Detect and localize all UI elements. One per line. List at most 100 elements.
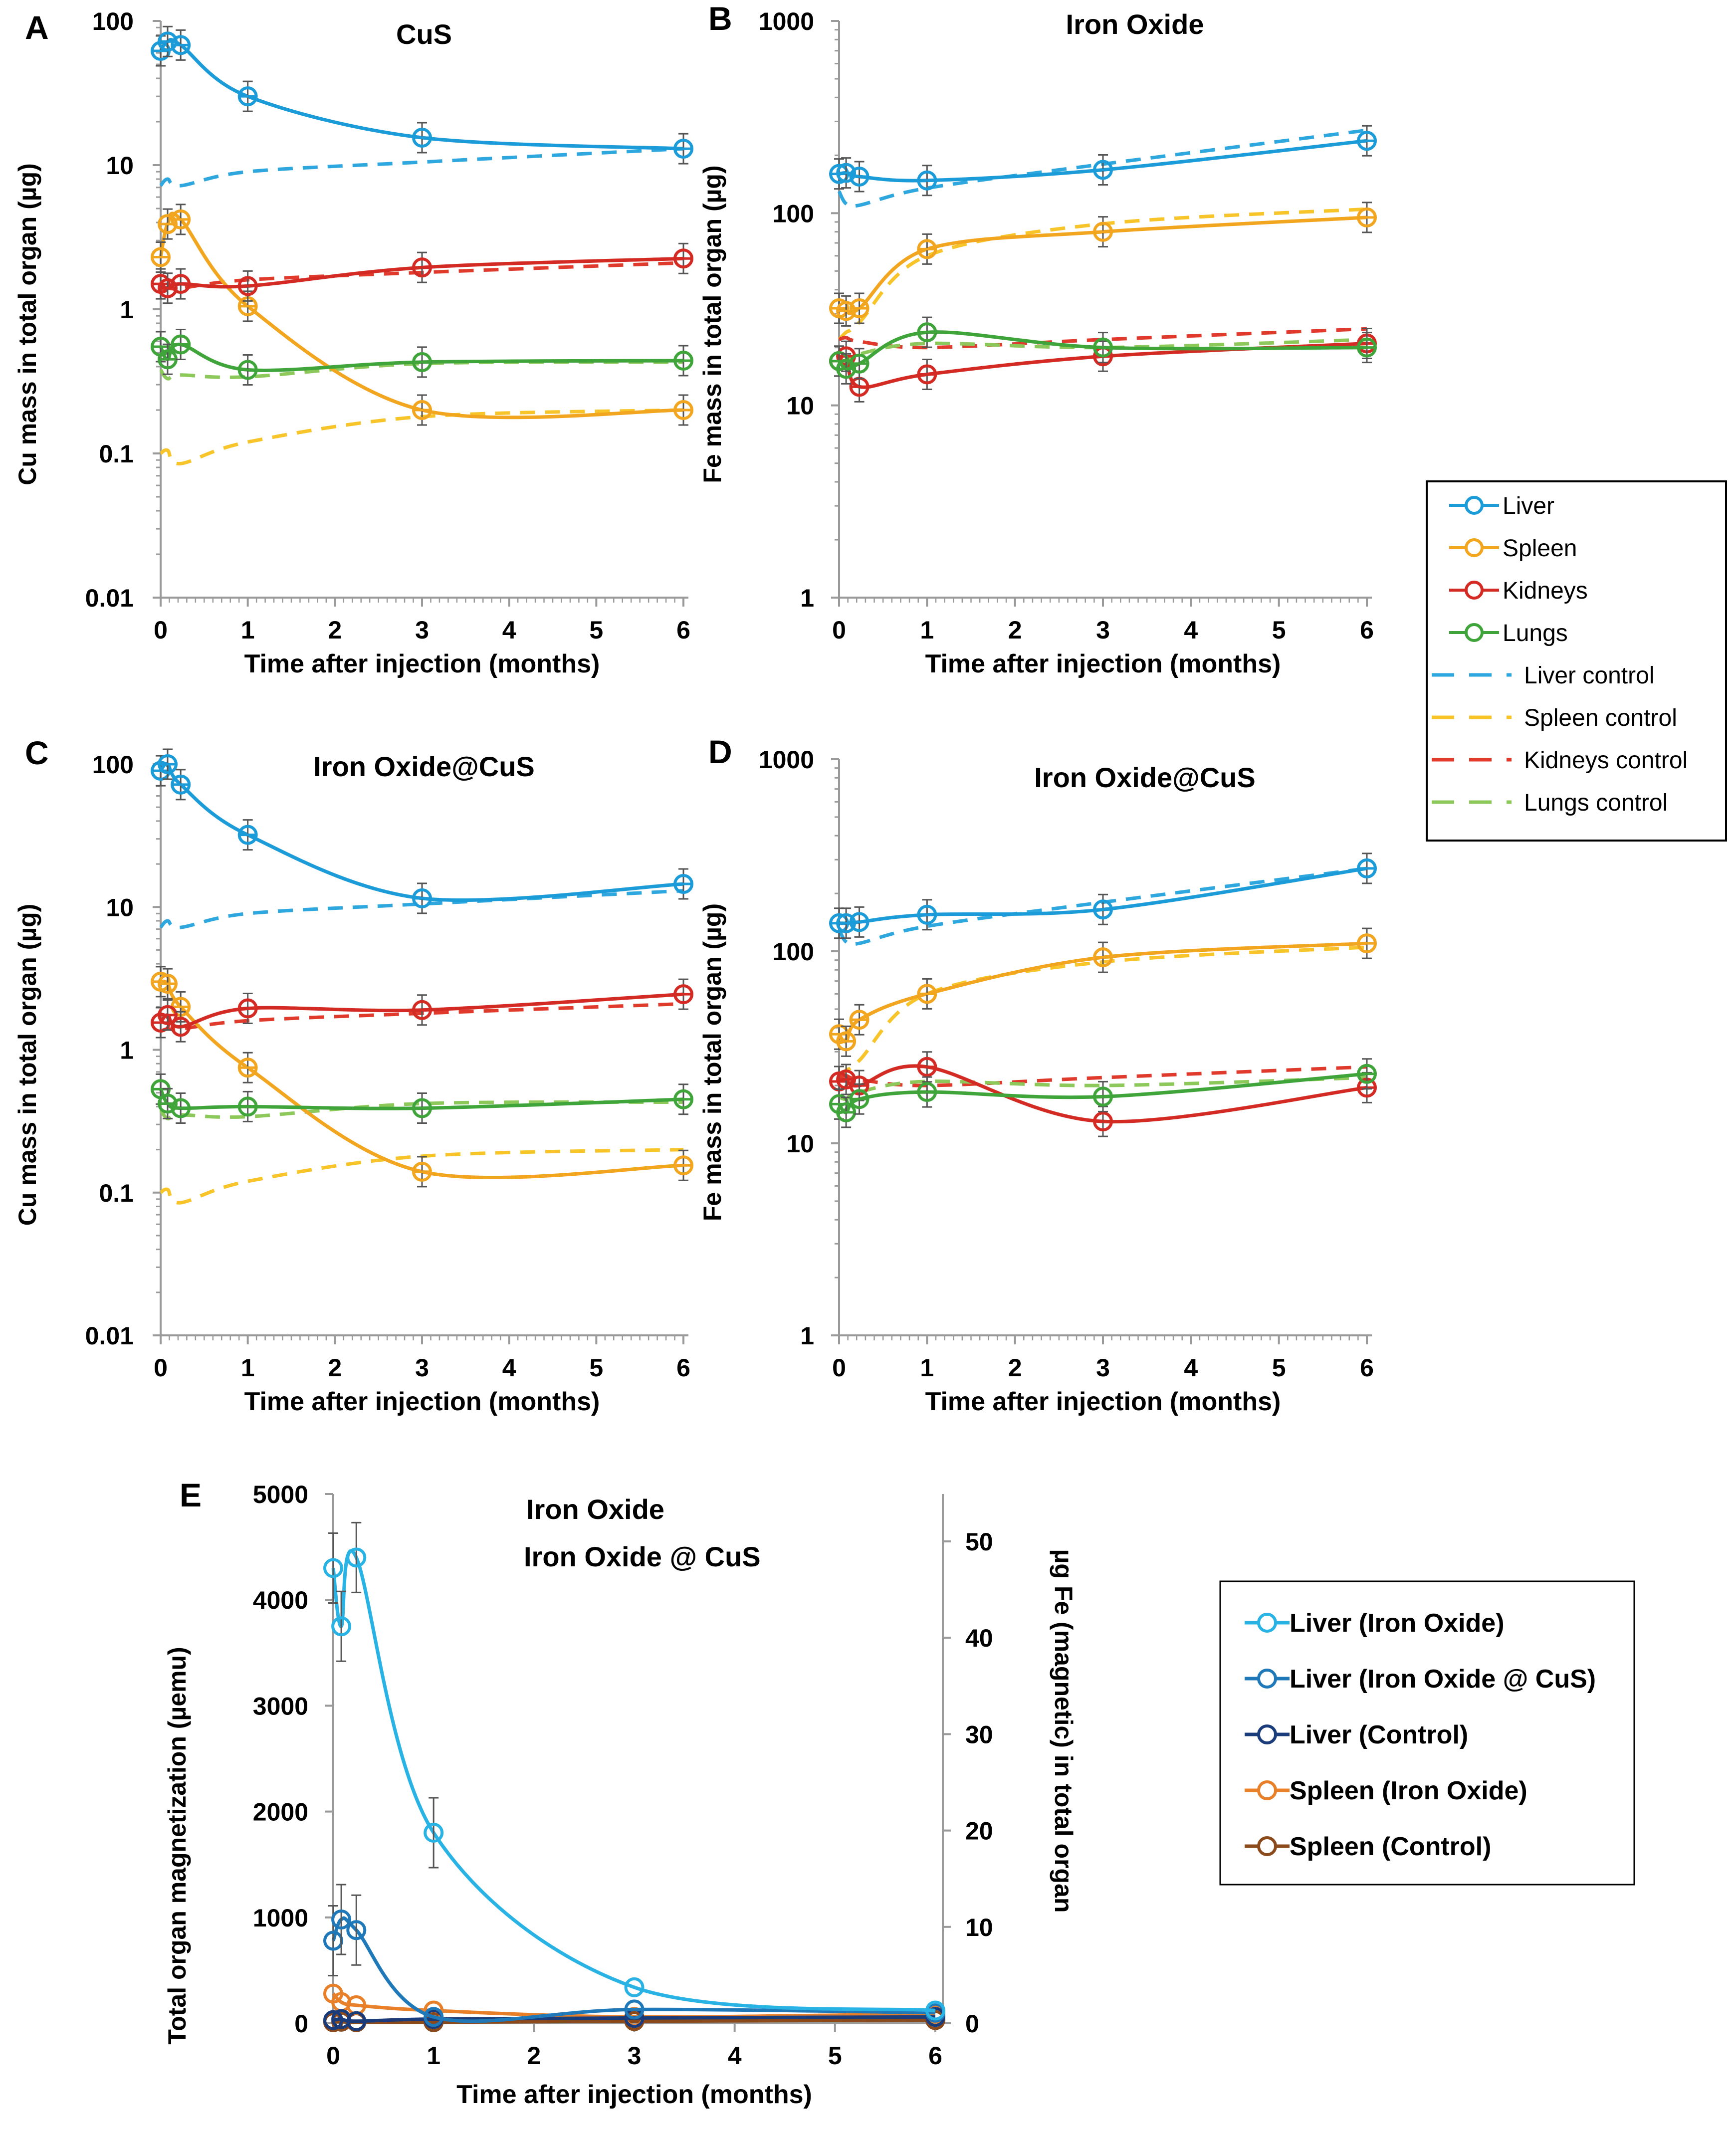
x-tick-label: 0 — [832, 616, 846, 644]
x-tick-label: 1 — [427, 2042, 440, 2070]
x-axis-title: Time after injection (months) — [925, 649, 1281, 678]
legend-label: Lungs control — [1524, 790, 1668, 816]
series-line — [838, 1072, 1367, 1114]
x-tick-label: 0 — [154, 1354, 168, 1382]
y2-tick-label: 0 — [965, 2010, 979, 2038]
y-axis-title: Fe mass in total organ (µg) — [698, 165, 726, 483]
x-tick-label: 5 — [1272, 1354, 1286, 1382]
x-tick-label: 6 — [676, 1354, 690, 1382]
legend-organs: Liver Spleen Kidneys Lungs Liver control Sple… — [1426, 480, 1727, 842]
y-tick-label: 1000 — [759, 7, 814, 35]
y-axis-title: Total organ magnetization (µemu) — [163, 1647, 191, 2044]
panel-title: Iron Oxide@CuS — [1034, 762, 1256, 793]
y-tick-label: 10 — [786, 1130, 814, 1158]
panel-title: Iron Oxide@CuS — [313, 751, 535, 782]
y-tick-label: 3000 — [253, 1692, 308, 1720]
x-tick-label: 1 — [920, 1354, 934, 1382]
panel-A: 0.01 0.1 1 10 100 0 1 2 3 4 5 6 Time after injection… — [13, 7, 693, 678]
x-axis-title: Time after injection (months) — [925, 1387, 1281, 1416]
series-line — [159, 1088, 684, 1110]
legend-swatch-marker — [1257, 1613, 1277, 1633]
legend-label: Spleen control — [1524, 705, 1677, 731]
y-tick-label: 1 — [120, 1037, 134, 1065]
y-tick-label: 100 — [92, 751, 134, 779]
legend-swatch-marker — [1465, 538, 1484, 557]
x-tick-label: 4 — [1184, 616, 1198, 644]
y-tick-label: 1000 — [759, 746, 814, 774]
x-tick-label: 1 — [241, 616, 255, 644]
legend-swatch-marker — [1257, 1669, 1277, 1689]
panel-label: D — [708, 733, 732, 770]
legend-label: Liver (Control) — [1290, 1720, 1468, 1749]
y2-axis-title: µg Fe (magnetic) in total organ — [1050, 1549, 1078, 1913]
data-point — [323, 1558, 343, 1578]
x-tick-label: 4 — [502, 616, 516, 644]
y-tick-label: 1000 — [253, 1904, 308, 1932]
x-tick-label: 6 — [1360, 616, 1374, 644]
panel-title-line: Iron Oxide — [526, 1494, 664, 1525]
y-tick-label: 2000 — [253, 1798, 308, 1826]
x-tick-label: 5 — [828, 2042, 842, 2070]
panel-E: 0 1000 2000 3000 4000 5000 0 10 20 30 40 50 0 1 2 3 4 5 6 T… — [163, 1477, 1078, 2109]
data-point — [346, 1547, 367, 1568]
series-line — [160, 979, 684, 1179]
series-line — [333, 2015, 936, 2023]
x-tick-label: 5 — [589, 1354, 603, 1382]
y-tick-label: 0.01 — [85, 1322, 134, 1350]
legend-label: Spleen — [1503, 535, 1577, 562]
panel-label: A — [25, 9, 49, 46]
data-point — [624, 1977, 645, 1997]
series-line — [159, 212, 684, 420]
x-tick-label: 4 — [1184, 1354, 1198, 1382]
panel-label: E — [180, 1477, 202, 1513]
data-point — [346, 2011, 367, 2031]
x-tick-label: 2 — [1008, 1354, 1022, 1382]
x-axis-title: Time after injection (months) — [244, 649, 600, 678]
legend-swatch-marker — [1465, 623, 1484, 642]
y-tick-label: 0.1 — [99, 440, 134, 468]
y-tick-label: 0.1 — [99, 1179, 134, 1207]
legend-label: Liver (Iron Oxide) — [1290, 1609, 1505, 1638]
control-line — [837, 128, 1367, 209]
y2-tick-label: 40 — [965, 1624, 993, 1652]
data-point — [424, 1823, 444, 1843]
y2-tick-label: 50 — [965, 1528, 993, 1556]
y-tick-label: 0 — [294, 2010, 308, 2038]
panel-title: Iron Oxide — [1066, 8, 1204, 40]
y-tick-label: 100 — [773, 938, 814, 966]
data-point — [331, 1910, 352, 1930]
series-line — [331, 1549, 936, 2012]
x-tick-label: 2 — [527, 2042, 541, 2070]
control-line — [159, 889, 684, 929]
legend-label: Liver — [1503, 493, 1554, 519]
legend-magnetization: Liver (Iron Oxide) Liver (Iron Oxide @ Cu… — [1219, 1580, 1635, 1886]
y-tick-label: 1 — [800, 1322, 814, 1350]
y-axis-title: Fe mass in total organ (µg) — [698, 903, 726, 1221]
panel-label: C — [25, 734, 49, 771]
legend-label: Kidneys — [1503, 578, 1588, 604]
data-point — [624, 1999, 645, 2020]
x-tick-label: 5 — [1272, 616, 1286, 644]
y-tick-label: 0.01 — [85, 584, 134, 612]
panel-label: B — [708, 0, 732, 37]
y-tick-label: 5000 — [253, 1481, 308, 1508]
y-tick-label: 10 — [786, 392, 814, 420]
series-line — [331, 1916, 936, 2023]
x-tick-label: 3 — [415, 616, 429, 644]
control-line — [159, 360, 684, 381]
y-tick-label: 1 — [800, 584, 814, 612]
panel-C: 0.01 0.1 1 10 100 0 1 2 3 4 5 6 Time after injection… — [13, 734, 693, 1416]
control-line — [159, 1148, 684, 1205]
control-line — [159, 408, 684, 465]
legend-label: Liver (Iron Oxide @ CuS) — [1290, 1665, 1596, 1694]
series-line — [838, 215, 1367, 315]
y-tick-label: 10 — [106, 893, 134, 921]
x-tick-label: 2 — [1008, 616, 1022, 644]
legend-label: Liver control — [1524, 662, 1654, 689]
y-tick-label: 100 — [92, 7, 134, 35]
data-point — [331, 2009, 352, 2029]
x-tick-label: 1 — [241, 1354, 255, 1382]
data-point — [331, 1616, 352, 1637]
